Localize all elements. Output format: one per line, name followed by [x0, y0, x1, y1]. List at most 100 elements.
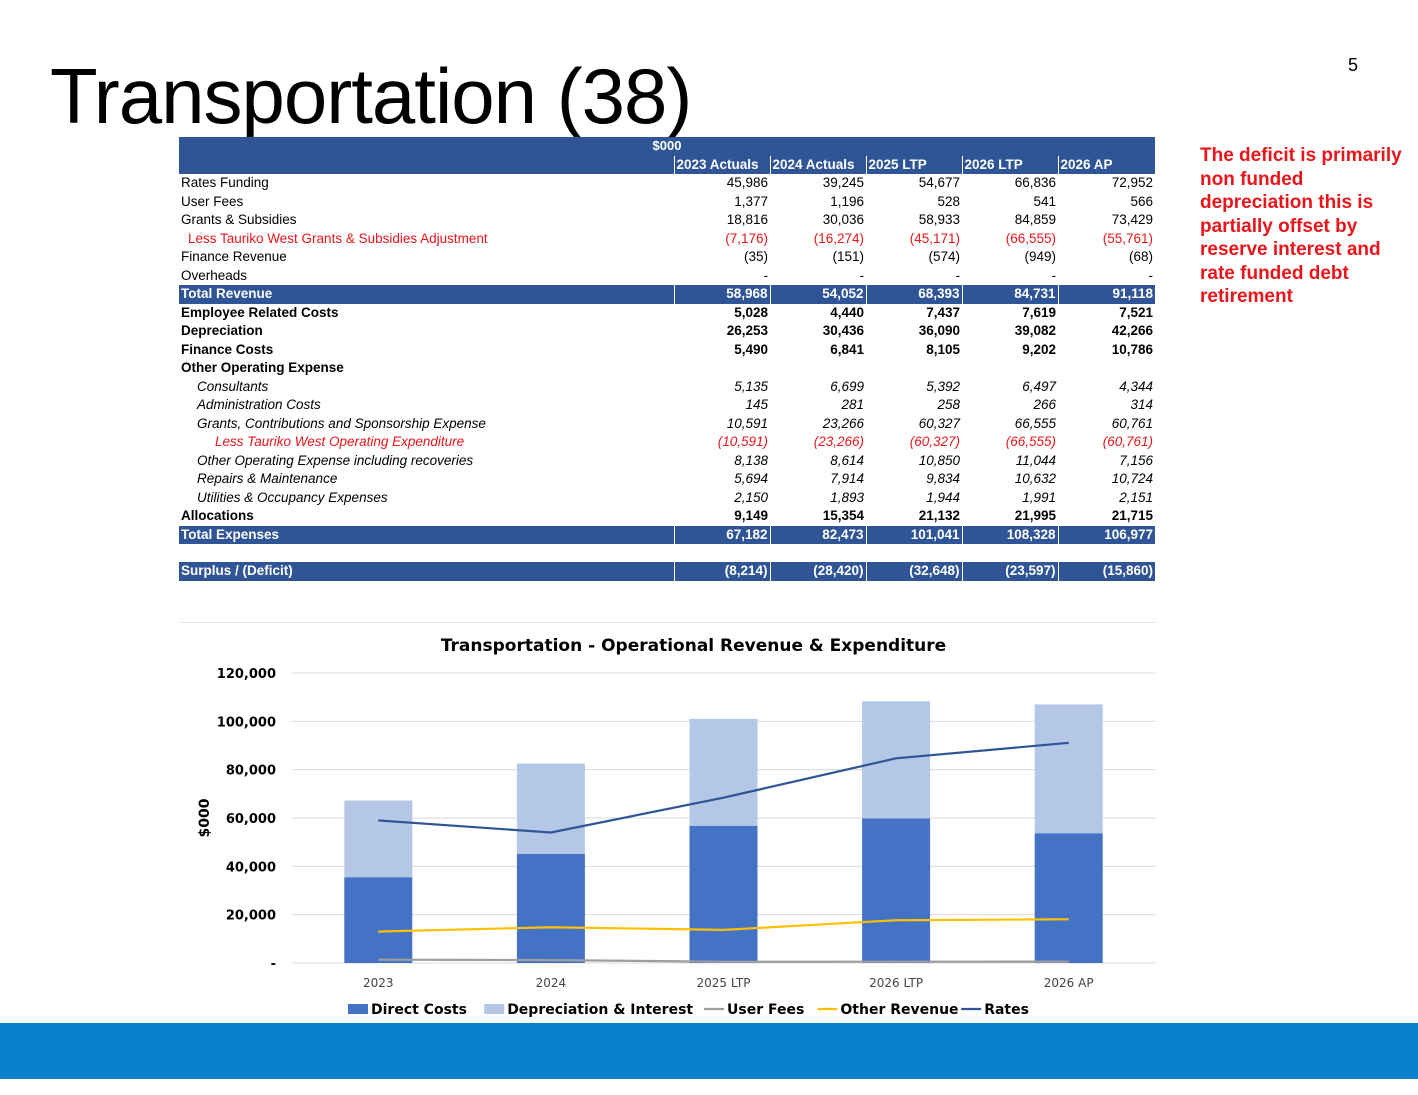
- row-value: 15,354: [822, 508, 864, 524]
- unit-header: $000: [179, 137, 1156, 156]
- row-value: 91,118: [1057, 285, 1156, 304]
- row-label: Repairs & Maintenance: [197, 471, 338, 487]
- table-row: Less Tauriko West Grants & Subsidies Adj…: [179, 230, 1155, 249]
- row-value: 39,082: [1014, 323, 1056, 339]
- table-row: Rates Funding 45,986 39,245 54,677 66,836 72,…: [179, 174, 1155, 193]
- row-value: 9,202: [1022, 341, 1056, 357]
- y-tick-label: 80,000: [226, 764, 276, 779]
- row-value: 54,677: [918, 175, 960, 191]
- x-tick-label: 2025 LTP: [697, 976, 751, 990]
- table-row: User Fees 1,377 1,196 528 541 566: [179, 193, 1155, 212]
- legend-label: Rates: [984, 1002, 1029, 1018]
- row-value: 1,893: [830, 489, 864, 505]
- y-tick-label: 100,000: [217, 715, 276, 730]
- row-value: 1,991: [1022, 489, 1056, 505]
- row-label: Total Revenue: [179, 285, 674, 304]
- row-label: Depreciation: [181, 323, 263, 339]
- row-value: 66,836: [1014, 175, 1056, 191]
- table-row: Less Tauriko West Operating Expenditure (…: [179, 433, 1155, 452]
- column-header: 2025 LTP: [865, 155, 962, 174]
- x-tick-label: 2026 LTP: [869, 976, 923, 990]
- row-label: Other Operating Expense including recove…: [197, 452, 474, 468]
- row-value: 5,135: [734, 378, 768, 394]
- row-value: 82,473: [769, 525, 866, 544]
- row-value: (151): [832, 249, 864, 265]
- bar-direct-costs: [862, 818, 931, 963]
- row-value: 281: [841, 397, 864, 413]
- row-value: 2,151: [1119, 489, 1154, 505]
- row-value: -: [859, 267, 865, 283]
- row-value: 60,761: [1111, 415, 1154, 431]
- row-value: 541: [1033, 193, 1056, 209]
- row-value: (7,176): [725, 230, 768, 246]
- spacer-row: [179, 544, 1155, 562]
- bar-depreciation-interest: [689, 718, 758, 826]
- table-row: Utilities & Occupancy Expenses 2,150 1,893…: [179, 489, 1155, 508]
- row-value: 84,731: [961, 285, 1058, 304]
- row-value: 26,253: [726, 323, 768, 339]
- y-tick-label: 20,000: [226, 909, 276, 924]
- row-value: 68,393: [865, 285, 962, 304]
- row-value: 30,436: [822, 323, 864, 339]
- row-value: (45,171): [909, 230, 960, 246]
- financial-table: $000 2023 Actuals 2024 Actuals 2025 LTP …: [179, 137, 1156, 581]
- table-row: Finance Costs 5,490 6,841 8,105 9,202 10,786: [179, 341, 1155, 360]
- row-value: -: [1051, 267, 1057, 283]
- row-value: (66,555): [1005, 434, 1056, 450]
- row-value: 5,694: [734, 471, 768, 487]
- row-value: -: [763, 267, 769, 283]
- column-header-blank: [179, 155, 674, 174]
- row-value: 7,914: [830, 471, 864, 487]
- legend-label: User Fees: [727, 1002, 804, 1018]
- table-unit-header-row: $000: [179, 137, 1156, 156]
- row-value: 18,816: [726, 212, 768, 228]
- y-tick-label: 40,000: [226, 860, 276, 875]
- row-value: 60,327: [918, 415, 960, 431]
- row-value: 266: [1033, 397, 1056, 413]
- row-value: 6,699: [830, 378, 864, 394]
- row-value: 7,619: [1022, 304, 1056, 320]
- row-value: 21,132: [918, 508, 960, 524]
- bar-depreciation-interest: [344, 800, 413, 878]
- row-value: (32,648): [865, 562, 962, 581]
- row-value: 4,344: [1119, 378, 1154, 394]
- table-row: Total Revenue 58,968 54,052 68,393 84,731 91,…: [179, 285, 1156, 304]
- row-label: Less Tauriko West Grants & Subsidies Adj…: [188, 230, 488, 246]
- row-value: 5,392: [926, 378, 960, 394]
- row-value: 21,995: [1014, 508, 1056, 524]
- column-header: 2023 Actuals: [673, 155, 770, 174]
- row-value: [866, 359, 962, 378]
- table-row: Surplus / (Deficit) (8,214) (28,420) (32,64…: [179, 562, 1156, 581]
- table-row: Total Expenses 67,182 82,473 101,041 108,328…: [179, 525, 1156, 544]
- row-label: Other Operating Expense: [181, 360, 344, 376]
- table-row: Other Operating Expense: [179, 359, 1155, 378]
- page-number: 5: [1348, 55, 1359, 75]
- row-value: 7,521: [1119, 304, 1154, 320]
- legend-label: Depreciation & Interest: [507, 1002, 693, 1018]
- row-value: 6,497: [1022, 378, 1056, 394]
- row-value: 108,328: [961, 525, 1058, 544]
- row-value: 2,150: [734, 489, 768, 505]
- column-header: 2026 AP: [1057, 155, 1156, 174]
- bar-direct-costs: [344, 877, 413, 963]
- row-value: 1,377: [734, 193, 768, 209]
- table-row: Finance Revenue (35) (151) (574) (949) (68): [179, 248, 1155, 267]
- row-value: 258: [937, 397, 960, 413]
- row-label: Allocations: [181, 508, 254, 524]
- x-tick-label: 2024: [536, 976, 567, 990]
- row-value: -: [1148, 267, 1154, 283]
- row-value: 66,555: [1014, 415, 1056, 431]
- row-value: (949): [1024, 249, 1056, 265]
- table-row: Employee Related Costs 5,028 4,440 7,437 7,6…: [179, 304, 1155, 323]
- row-value: (35): [743, 249, 768, 265]
- table-row: Consultants 5,135 6,699 5,392 6,497 4,344: [179, 378, 1155, 397]
- row-value: 23,266: [822, 415, 864, 431]
- line-user-fees: [378, 958, 1069, 963]
- column-header: 2026 LTP: [961, 155, 1058, 174]
- table-row: Grants, Contributions and Sponsorship Ex…: [179, 415, 1155, 434]
- row-value: (23,266): [813, 434, 864, 450]
- row-value: 5,028: [734, 304, 768, 320]
- table-row: Overheads - - - - -: [179, 267, 1155, 286]
- bar-depreciation-interest: [516, 763, 585, 854]
- revenue-expenditure-chart: Transportation - Operational Revenue & E…: [179, 622, 1156, 1029]
